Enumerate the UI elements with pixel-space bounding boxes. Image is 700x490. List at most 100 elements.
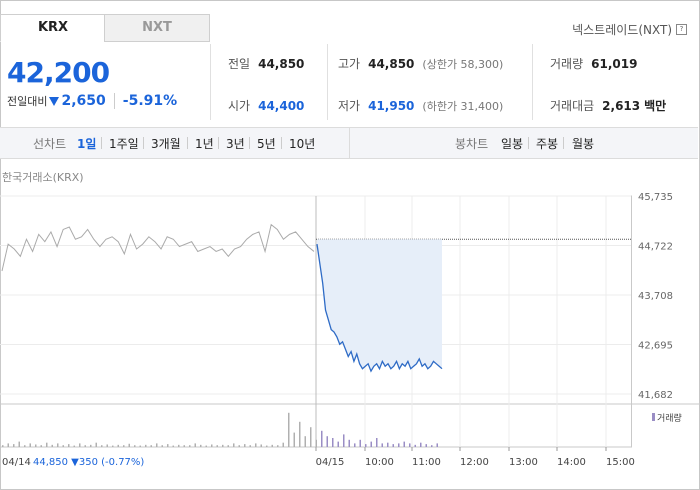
volume-bar — [13, 444, 15, 447]
volume-bar — [150, 445, 152, 447]
volume-bar — [145, 444, 147, 447]
x-tick-label: 14:00 — [557, 457, 586, 468]
volume-bar — [216, 445, 218, 447]
volume-bar — [370, 441, 372, 447]
volume-bar — [40, 445, 42, 447]
stat-value: 41,950 — [368, 99, 415, 113]
today-area — [317, 239, 442, 372]
period-bar: 선차트 1일 1주일 3개월 1년 3년 5년 10년 봉차트 일봉 주봉 월봉 — [0, 127, 698, 159]
day-summary: 44,850 ▼350 (-0.77%) — [33, 457, 144, 468]
volume-bar — [359, 439, 361, 447]
volume-bar — [211, 444, 213, 447]
volume-bar — [425, 444, 427, 447]
question-icon[interactable]: ? — [676, 24, 687, 35]
candle-daily[interactable]: 일봉 — [501, 137, 524, 151]
period-1w[interactable]: 1주일 — [109, 137, 139, 151]
candle-weekly[interactable]: 주봉 — [536, 137, 559, 151]
x-tick-label: 10:00 — [365, 457, 394, 468]
tab-krx[interactable]: KRX — [0, 14, 106, 42]
volume-bar — [167, 444, 169, 447]
x-tick-label: 04/14 — [2, 457, 31, 468]
stat-value: 61,019 — [591, 57, 638, 71]
volume-bar — [24, 445, 26, 447]
nextrade-link[interactable]: 넥스트레이드(NXT) ? — [572, 21, 687, 38]
stat-sub: (하한가 31,400) — [422, 100, 504, 113]
stat-label: 저가 — [338, 99, 361, 113]
volume-bar — [73, 445, 75, 447]
change-amount: 2,650 — [61, 93, 106, 109]
volume-bar — [95, 442, 97, 447]
stat-value: 44,850 — [258, 57, 305, 71]
volume-bar — [106, 444, 108, 447]
volume-bar — [282, 442, 284, 447]
volume-bar — [238, 445, 240, 447]
volume-bar — [227, 445, 229, 447]
volume-bar — [348, 439, 350, 447]
volume-bar — [189, 445, 191, 447]
volume-bar — [84, 445, 86, 447]
tab-nxt[interactable]: NXT — [104, 14, 210, 42]
stat-volume: 거래량 61,019 — [550, 55, 637, 72]
volume-bar — [101, 445, 103, 447]
volume-bar — [310, 427, 312, 447]
stat-high: 고가 44,850 (상한가 58,300) — [338, 55, 503, 72]
volume-bar — [436, 443, 438, 447]
volume-bar — [392, 444, 394, 447]
divider — [532, 44, 533, 120]
volume-bar — [354, 443, 356, 447]
volume-bar — [18, 441, 20, 447]
volume-bar — [112, 445, 114, 447]
stat-prev-close: 전일 44,850 — [228, 55, 304, 72]
x-tick-label: 11:00 — [412, 457, 441, 468]
volume-bar — [293, 432, 295, 447]
volume-bar — [134, 445, 136, 447]
summary-change: ▼350 — [71, 457, 101, 468]
volume-bar — [332, 438, 334, 447]
volume-bar — [266, 445, 268, 447]
period-10y[interactable]: 10년 — [289, 137, 316, 151]
volume-bar — [288, 412, 290, 447]
volume-bar — [409, 443, 411, 447]
volume-bar — [381, 443, 383, 447]
x-tick-label: 12:00 — [460, 457, 489, 468]
volume-bar — [117, 444, 119, 447]
volume-bar — [79, 443, 81, 447]
divider — [349, 128, 350, 158]
stat-label: 전일 — [228, 57, 251, 71]
volume-bar — [178, 444, 180, 447]
candle-monthly[interactable]: 월봉 — [572, 137, 595, 151]
price-change: 전일대비 2,650 -5.91% — [7, 93, 177, 109]
volume-legend-label: 거래량 — [657, 412, 682, 424]
volume-bar — [326, 436, 328, 447]
y-tick-label: 45,735 — [638, 192, 673, 203]
volume-bar — [194, 443, 196, 447]
volume-bar — [123, 445, 125, 447]
divider — [281, 137, 282, 149]
stat-low: 저가 41,950 (하한가 31,400) — [338, 97, 503, 114]
period-3m[interactable]: 3개월 — [151, 137, 181, 151]
volume-bar — [321, 430, 323, 447]
stat-sub: (상한가 58,300) — [422, 58, 504, 71]
stat-unit: 백만 — [644, 99, 667, 113]
volume-bar — [387, 442, 389, 447]
divider — [327, 44, 328, 120]
period-1y[interactable]: 1년 — [195, 137, 214, 151]
down-triangle-icon — [49, 96, 60, 106]
x-tick-label: 15:00 — [606, 457, 635, 468]
volume-bar — [255, 443, 257, 447]
stat-amount: 거래대금 2,613 백만 — [550, 97, 666, 114]
volume-bar — [2, 445, 4, 447]
price-chart[interactable]: 45,735 44,722 43,708 42,695 41,682 04/14 04/15… — [0, 185, 700, 485]
volume-bar — [271, 444, 273, 447]
volume-bar — [299, 421, 301, 447]
volume-bar — [260, 444, 262, 447]
period-3y[interactable]: 3년 — [226, 137, 245, 151]
volume-bar — [249, 445, 251, 447]
divider — [101, 137, 102, 149]
period-5y[interactable]: 5년 — [257, 137, 276, 151]
volume-bar — [337, 441, 339, 447]
volume-bar — [172, 445, 174, 447]
volume-bar — [200, 444, 202, 447]
period-1d[interactable]: 1일 — [77, 137, 97, 151]
x-tick-label: 13:00 — [509, 457, 538, 468]
